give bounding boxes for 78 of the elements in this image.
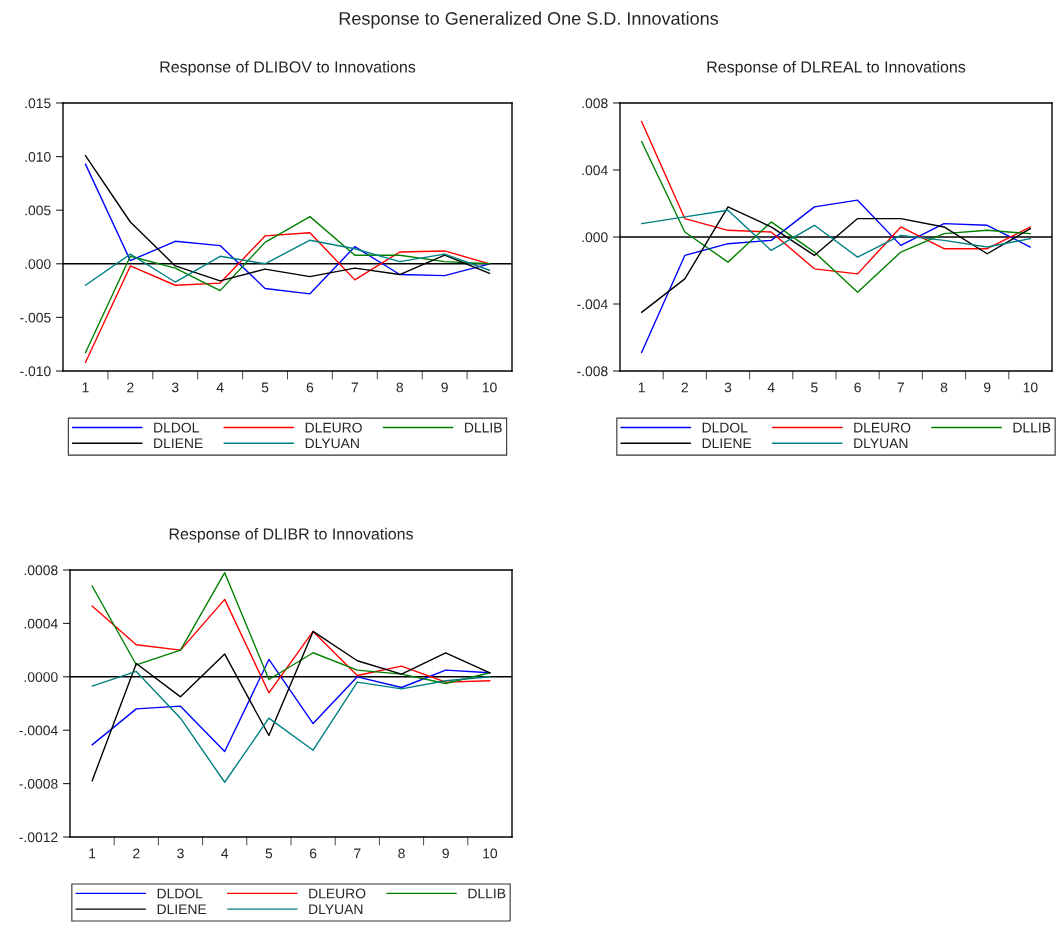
x-tick-label: 4 (767, 382, 775, 393)
y-tick-label: .0004 (24, 618, 58, 629)
legend-label: DLYUAN (854, 438, 908, 449)
x-tick-label: 3 (724, 382, 732, 393)
x-tick-label: 8 (940, 382, 948, 393)
line-series (91, 598, 491, 694)
chart-title: Response of DLIBOV to Innovations (160, 60, 416, 76)
legend-label: DLLIB (468, 888, 506, 899)
line-series (640, 199, 1032, 354)
x-tick-label: 1 (89, 848, 96, 859)
x-tick-label: 4 (221, 848, 229, 859)
legend-label: DLLIB (465, 422, 502, 433)
x-tick-label: 5 (261, 382, 269, 393)
x-tick-label: 1 (82, 382, 89, 393)
line-series (91, 658, 491, 753)
y-tick-label: .0000 (24, 672, 58, 682)
text: Response to Generalized One S.D. Innovations (339, 11, 719, 29)
x-tick-label: 6 (306, 382, 314, 393)
line-series (84, 163, 491, 295)
x-tick-label: 5 (265, 848, 273, 859)
legend-label: DLDOL (702, 422, 748, 433)
x-tick-label: 9 (983, 382, 991, 393)
legend-label: DLIENE (154, 438, 203, 449)
legend-label: DLIENE (702, 438, 752, 449)
legend-label: DLDOL (154, 422, 199, 433)
y-tick-label: .015 (25, 98, 51, 109)
x-tick-label: 6 (854, 382, 861, 393)
x-tick-label: 3 (171, 382, 179, 393)
y-tick-label: -.0004 (19, 725, 58, 736)
x-tick-label: 2 (127, 382, 134, 393)
x-tick-label: 1 (638, 382, 645, 393)
x-tick-label: 2 (681, 382, 688, 393)
legend-label: DLEURO (305, 422, 362, 433)
y-tick-label: .000 (582, 232, 608, 243)
y-tick-label: .008 (582, 98, 608, 109)
x-tick-label: 9 (441, 382, 448, 393)
line-series (640, 209, 1032, 258)
y-tick-label: .004 (582, 165, 608, 176)
legend-label: DLLIB (1013, 422, 1051, 433)
legend-label: DLDOL (157, 888, 203, 899)
x-tick-label: 2 (133, 848, 140, 859)
legend-label: DLYUAN (305, 438, 359, 449)
x-tick-label: 9 (442, 848, 449, 859)
x-tick-label: 5 (811, 382, 818, 393)
y-tick-label: -.005 (20, 312, 51, 323)
x-tick-label: 4 (216, 382, 224, 393)
y-tick-label: -.010 (20, 366, 51, 377)
legend-label: DLIENE (157, 904, 207, 914)
x-tick-label: 7 (897, 382, 904, 393)
x-tick-label: 3 (177, 848, 184, 859)
x-tick-label: 8 (396, 382, 404, 393)
line-series (91, 571, 491, 685)
line-series (640, 120, 1032, 275)
line-series (84, 239, 491, 286)
x-tick-label: 10 (1023, 382, 1038, 393)
line-series (84, 232, 491, 364)
legend-label: DLEURO (854, 422, 911, 433)
chart-title: Response of DLREAL to Innovations (707, 60, 966, 76)
x-tick-label: 10 (482, 382, 497, 393)
legend-label: DLEURO (309, 888, 366, 899)
x-tick-label: 7 (354, 848, 361, 859)
y-tick-label: -.008 (577, 366, 608, 377)
y-tick-label: .005 (25, 205, 51, 216)
chart-title: Response of DLIBR to Innovations (169, 527, 413, 543)
y-tick-label: .000 (25, 259, 51, 269)
y-tick-label: .010 (25, 151, 51, 162)
y-tick-label: -.0008 (19, 778, 58, 789)
line-series (640, 140, 1032, 293)
legend-label: DLYUAN (309, 904, 363, 915)
x-tick-label: 6 (309, 848, 317, 859)
y-tick-label: -.0012 (19, 832, 58, 843)
x-tick-label: 8 (398, 848, 405, 859)
x-tick-label: 10 (483, 848, 498, 859)
x-tick-label: 7 (351, 382, 359, 393)
line-series (91, 670, 491, 783)
y-tick-label: .0008 (24, 565, 58, 576)
y-tick-label: -.004 (577, 299, 608, 310)
line-series (84, 215, 491, 354)
